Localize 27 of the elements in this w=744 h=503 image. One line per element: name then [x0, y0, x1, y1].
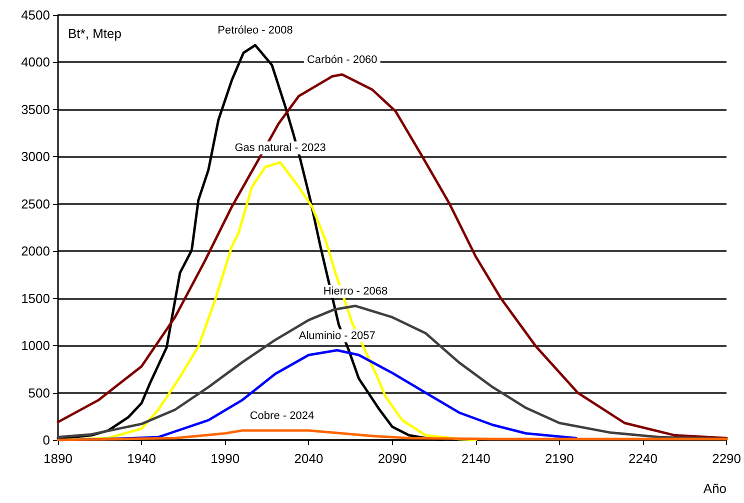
- y-tick-label: 4000: [21, 54, 50, 70]
- x-tick-label: 2290: [712, 451, 741, 466]
- x-tick-label: 2040: [294, 451, 324, 466]
- x-tick-label: 1890: [44, 451, 72, 466]
- x-tick-label: 2190: [544, 451, 574, 466]
- y-tick-label: 4500: [21, 8, 50, 22]
- annotation: Carbón - 2060: [306, 54, 378, 66]
- y-axis-title: Bt*, Mtep: [68, 26, 122, 41]
- x-tick-label: 1990: [210, 451, 240, 466]
- y-tick-label: 3000: [21, 149, 50, 164]
- x-tick-label: 1940: [127, 451, 156, 466]
- x-axis-title: Año: [703, 481, 727, 496]
- annotation: Cobre - 2024: [250, 410, 314, 422]
- y-tick-label: 2000: [21, 244, 50, 259]
- x-tick-label: 2240: [628, 451, 658, 466]
- annotation: Petróleo - 2008: [218, 24, 293, 37]
- annotation: Aluminio - 2057: [298, 330, 376, 342]
- y-tick-label: 3500: [21, 102, 50, 117]
- y-tick-label: 500: [28, 385, 50, 400]
- annotation: Gas natural - 2023: [234, 142, 326, 154]
- x-tick-label: 2140: [461, 451, 490, 466]
- y-tick-label: 1500: [21, 290, 50, 306]
- y-tick-label: 0: [42, 432, 50, 448]
- annotation: Hierro - 2068: [323, 285, 388, 298]
- y-tick-label: 2500: [21, 196, 50, 212]
- x-tick-label: 2090: [378, 451, 407, 466]
- y-tick-label: 1000: [21, 338, 50, 354]
